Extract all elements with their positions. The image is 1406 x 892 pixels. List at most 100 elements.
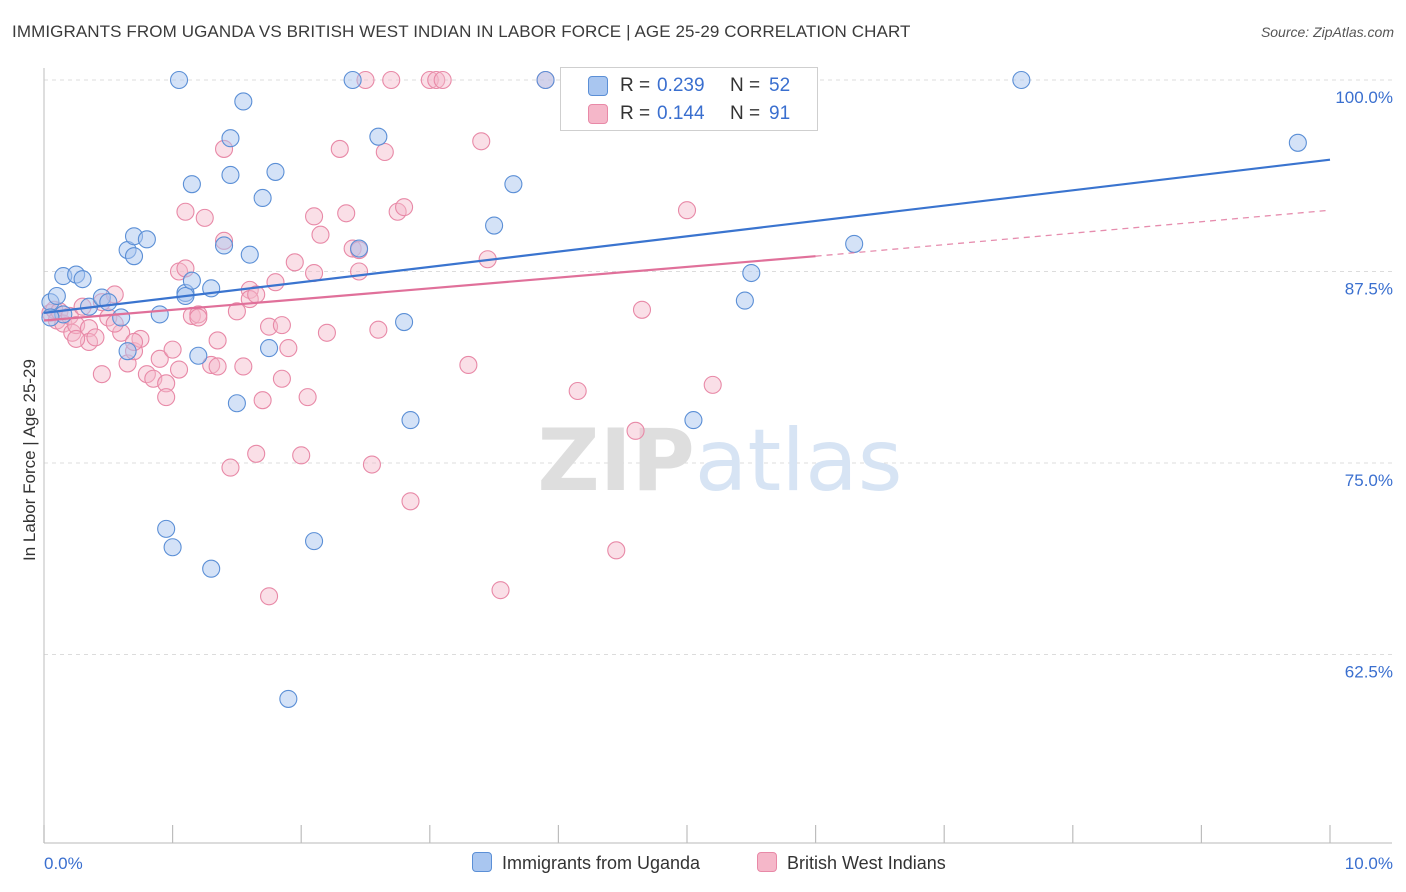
source-label: Source: ZipAtlas.com (1260, 24, 1394, 40)
data-point-uganda (845, 234, 864, 253)
legend-n-value: 52 (769, 75, 791, 96)
data-point-uganda (221, 165, 240, 185)
x-tick-labels: 0.0% 10.0% (44, 854, 1393, 873)
data-point-uganda (47, 286, 66, 306)
data-point-uganda (221, 129, 240, 148)
watermark-zip: ZIP (537, 411, 694, 511)
data-point-bwi (272, 369, 291, 388)
data-point-uganda (684, 411, 703, 430)
data-point-bwi (427, 70, 446, 90)
y-axis-label: In Labor Force | Age 25-29 (20, 359, 39, 561)
data-point-uganda (137, 230, 156, 249)
data-point-bwi (568, 381, 587, 401)
data-point-uganda (169, 70, 189, 90)
y-tick-label: 100.0% (1335, 88, 1393, 107)
data-point-bwi (157, 374, 176, 393)
stats-legend: R = 0.239 N = 52 R = 0.144 N = 91 (560, 67, 818, 131)
data-point-uganda (240, 245, 259, 264)
data-point-uganda (118, 342, 137, 361)
y-tick-label: 87.5% (1345, 280, 1393, 299)
data-point-uganda (234, 92, 253, 111)
data-point-bwi (195, 208, 214, 227)
bottom-legend-bwi: British West Indians (757, 852, 946, 874)
data-point-bwi (395, 198, 414, 217)
data-point-uganda (99, 293, 118, 312)
data-point-bwi (330, 139, 349, 158)
legend-swatch-bwi (588, 104, 608, 124)
trend-line-bwi (43, 255, 816, 322)
data-point-bwi (317, 323, 336, 342)
legend-n-label: N = (730, 103, 761, 124)
data-point-uganda (189, 346, 208, 365)
legend-n-value: 91 (769, 103, 791, 124)
data-point-bwi (632, 300, 652, 319)
data-point-bwi (305, 207, 324, 226)
data-point-uganda (343, 70, 362, 90)
x-tick-label: 0.0% (44, 854, 83, 873)
data-point-bwi (137, 365, 156, 384)
legend-row-bwi: R = 0.144 N = 91 (561, 100, 817, 128)
data-point-bwi (253, 391, 272, 410)
data-point-uganda (73, 270, 92, 289)
bottom-legend-uganda: Immigrants from Uganda (472, 852, 700, 874)
data-point-uganda (1012, 70, 1031, 90)
data-point-bwi (292, 446, 311, 465)
data-point-bwi (459, 355, 478, 375)
data-point-uganda (485, 216, 504, 235)
data-point-bwi (266, 273, 285, 292)
data-point-bwi (169, 360, 189, 379)
legend-r-label: R = (620, 75, 651, 96)
data-point-bwi (202, 355, 221, 375)
x-tick-label: 10.0% (1345, 854, 1393, 873)
trend-line-bwi-extension (815, 209, 1331, 257)
watermark-atlas: atlas (695, 411, 903, 511)
data-point-bwi (86, 328, 105, 347)
grid-lines (44, 79, 1392, 655)
legend-r-label: R = (620, 103, 651, 124)
data-point-bwi (491, 581, 510, 600)
data-point-uganda (214, 236, 234, 255)
bottom-legend-swatch-bwi (757, 852, 777, 872)
data-point-bwi (208, 357, 227, 376)
legend-r-value: 0.144 (657, 103, 705, 124)
data-point-uganda (150, 305, 169, 324)
data-point-bwi (79, 319, 99, 338)
data-point-uganda (742, 263, 761, 283)
data-point-bwi (227, 302, 246, 321)
data-point-bwi (208, 331, 227, 350)
data-point-bwi (285, 253, 304, 272)
watermark: ZIPatlas (537, 411, 902, 511)
data-point-bwi (272, 316, 291, 335)
data-point-bwi (311, 225, 330, 244)
data-point-uganda (369, 127, 388, 146)
series-immigrants-from-uganda (41, 70, 1307, 708)
data-point-bwi (677, 201, 697, 220)
data-point-uganda (227, 394, 246, 413)
data-point-bwi (375, 142, 394, 162)
legend-row-uganda: R = 0.239 N = 52 (561, 72, 817, 100)
axes (43, 68, 1392, 844)
data-point-bwi (472, 132, 491, 151)
data-point-uganda (504, 175, 523, 194)
data-point-bwi (163, 340, 182, 359)
data-point-uganda (163, 538, 182, 557)
data-point-uganda (536, 70, 555, 90)
data-point-uganda (395, 313, 414, 332)
data-point-bwi (157, 388, 176, 407)
bottom-legend-label-uganda: Immigrants from Uganda (502, 853, 701, 873)
chart-title: IMMIGRANTS FROM UGANDA VS BRITISH WEST I… (12, 22, 911, 41)
data-point-bwi (259, 587, 279, 606)
data-point-bwi (607, 541, 626, 560)
data-point-bwi (150, 349, 169, 368)
data-point-uganda (124, 247, 144, 266)
y-tick-label: 75.0% (1345, 471, 1393, 490)
data-point-bwi (221, 458, 240, 477)
data-point-bwi (388, 202, 407, 221)
data-point-uganda (182, 271, 201, 290)
data-point-uganda (350, 239, 369, 258)
data-point-uganda (279, 689, 298, 708)
data-point-uganda (401, 411, 420, 430)
bottom-legend-label-bwi: British West Indians (787, 853, 946, 873)
data-point-uganda (112, 308, 131, 327)
